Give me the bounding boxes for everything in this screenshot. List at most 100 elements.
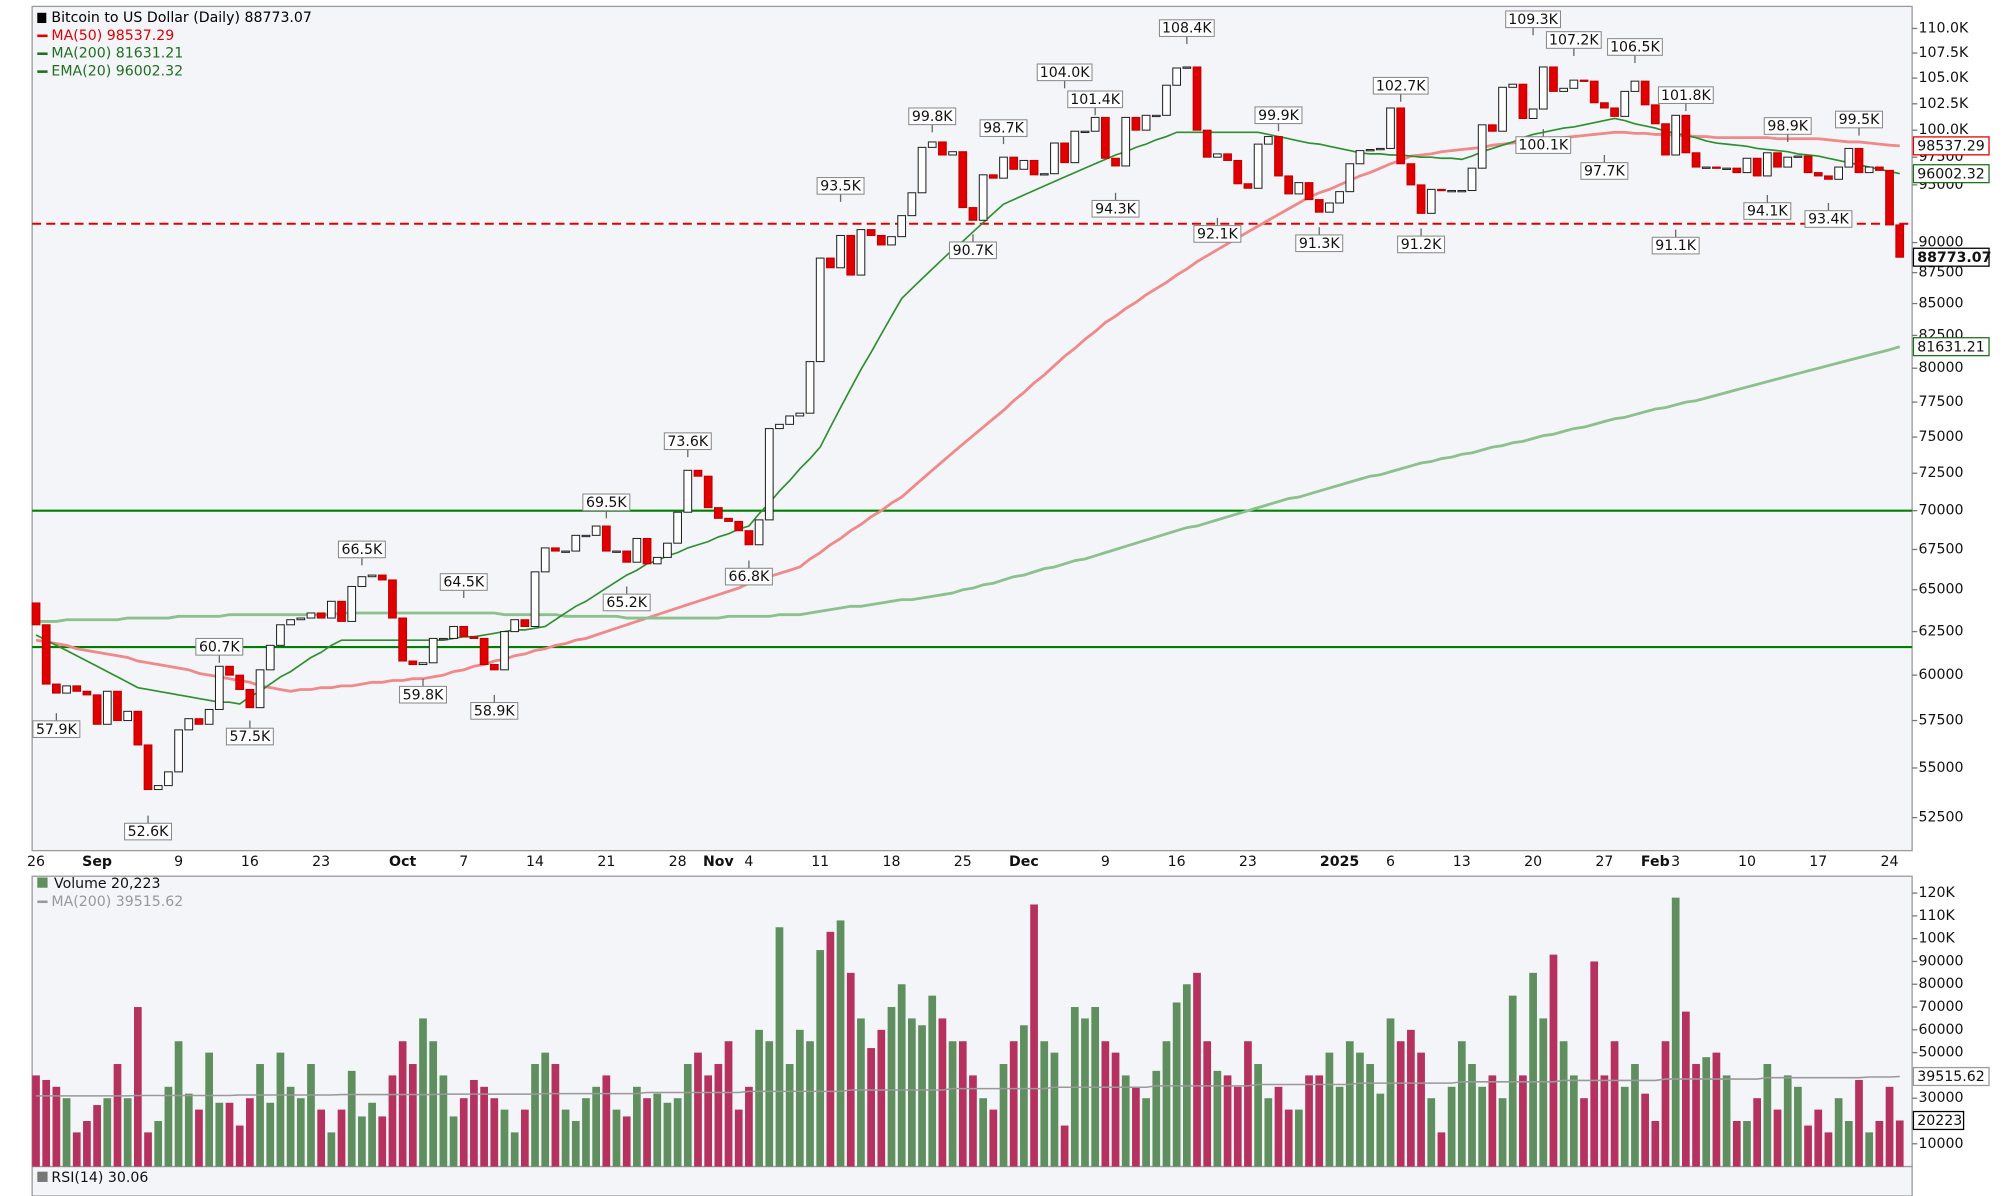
- annotation-box: [816, 177, 865, 195]
- candle: [276, 624, 285, 646]
- candle: [62, 685, 71, 694]
- volume-bar: [622, 1116, 631, 1167]
- volume-bar: [795, 1029, 804, 1167]
- volume-bar: [1162, 1041, 1171, 1167]
- annotation-label: 101.8K: [1661, 88, 1711, 104]
- candle: [958, 151, 968, 209]
- legend-value: 96002.32: [116, 64, 183, 80]
- candle: [1457, 190, 1467, 193]
- y-tick-label: 67500: [1919, 542, 1964, 558]
- candle: [1793, 155, 1803, 158]
- volume-bar: [663, 1102, 672, 1167]
- volume-bar: [1345, 1041, 1354, 1167]
- legend-swatch: [37, 1171, 48, 1182]
- volume-bar: [775, 927, 784, 1167]
- y-tick-label: 105.0K: [1919, 70, 1969, 86]
- candle: [1762, 152, 1772, 177]
- volume-bar: [836, 920, 845, 1167]
- candle: [1029, 159, 1039, 176]
- y-tick-label: 50000: [1919, 1045, 1964, 1061]
- volume-bar: [337, 1109, 346, 1167]
- candle: [1416, 184, 1426, 214]
- y-tick-label: 70000: [1919, 503, 1964, 519]
- volume-bar: [317, 1109, 326, 1167]
- volume-bar: [480, 1086, 488, 1167]
- candle: [225, 665, 234, 676]
- volume-bar: [561, 1109, 570, 1167]
- volume-bar: [133, 1007, 142, 1167]
- x-tick-label: 28: [669, 854, 687, 870]
- candle: [551, 547, 560, 552]
- candle: [815, 257, 825, 363]
- annotation-box: [1515, 136, 1572, 154]
- candle: [123, 710, 133, 722]
- candle: [1661, 123, 1670, 156]
- candle: [1365, 149, 1375, 152]
- value-tag-box: [1912, 337, 1990, 357]
- volume-bar: [1814, 1109, 1823, 1167]
- candle: [1610, 107, 1619, 117]
- candle: [1528, 108, 1538, 119]
- volume-bar: [643, 1098, 651, 1167]
- volume-bar: [1763, 1064, 1772, 1167]
- candle: [469, 636, 479, 639]
- candle: [652, 556, 662, 565]
- y-tick-label: 65000: [1919, 582, 1964, 598]
- volume-bar: [296, 1098, 305, 1167]
- volume-bar: [1834, 1098, 1843, 1167]
- candle: [1742, 157, 1752, 174]
- candle: [357, 576, 367, 587]
- indicator-label: RSI(14) 30.06: [51, 1170, 148, 1186]
- annotation-label: 98.7K: [983, 121, 1024, 137]
- y-tick-label: 87500: [1919, 265, 1964, 281]
- annotation-label: 101.4K: [1070, 92, 1120, 108]
- candle: [713, 507, 723, 519]
- volume-bar: [989, 1109, 998, 1167]
- ma-line: [36, 345, 1901, 623]
- y-tick-label: 52500: [1919, 810, 1964, 826]
- volume-bar: [1753, 1098, 1762, 1167]
- volume-bar: [195, 1109, 203, 1167]
- candle: [1213, 153, 1222, 158]
- candle: [143, 744, 153, 791]
- price-panel: [31, 5, 1913, 852]
- volume-bar: [1743, 1120, 1751, 1167]
- candle: [1895, 224, 1905, 258]
- candle: [703, 475, 713, 509]
- candle: [927, 141, 937, 148]
- candle: [479, 637, 489, 666]
- candle: [1600, 102, 1609, 109]
- legend-value: 88773.07: [244, 10, 311, 26]
- candle: [31, 602, 41, 626]
- x-tick-label: 6: [1386, 854, 1395, 870]
- candle: [1141, 114, 1151, 131]
- candle: [1589, 80, 1599, 104]
- annotation-box: [1193, 225, 1242, 243]
- legend-entry: EMA(20) 96002.32: [51, 64, 183, 80]
- annotation-box: [1580, 162, 1629, 180]
- volume-bar: [1396, 1041, 1405, 1167]
- volume-bar: [785, 1064, 794, 1167]
- volume-bar: [1030, 904, 1038, 1167]
- volume-bar: [551, 1064, 560, 1167]
- volume-bar: [541, 1052, 550, 1167]
- annotation-label: 57.5K: [230, 729, 271, 745]
- y-tick-label: 60000: [1919, 1022, 1964, 1038]
- annotation-label: 99.9K: [1258, 108, 1299, 124]
- annotation-label: 57.9K: [36, 722, 77, 738]
- volume-bar: [1559, 1041, 1568, 1167]
- volume-bar: [1152, 1070, 1161, 1167]
- annotation-box: [1091, 199, 1140, 218]
- candle: [1477, 124, 1487, 169]
- candle: [897, 215, 907, 238]
- ma-line: [35, 117, 1900, 705]
- volume-bar: [1244, 1041, 1252, 1167]
- legend-entry: Volume 20,223: [54, 876, 161, 892]
- volume-bar: [1356, 1052, 1364, 1167]
- candle: [1090, 116, 1100, 132]
- volume-bar: [582, 1098, 590, 1167]
- volume-bar: [1009, 1041, 1018, 1167]
- annotation-label: 66.5K: [342, 542, 383, 558]
- x-tick-label: Dec: [1009, 854, 1039, 870]
